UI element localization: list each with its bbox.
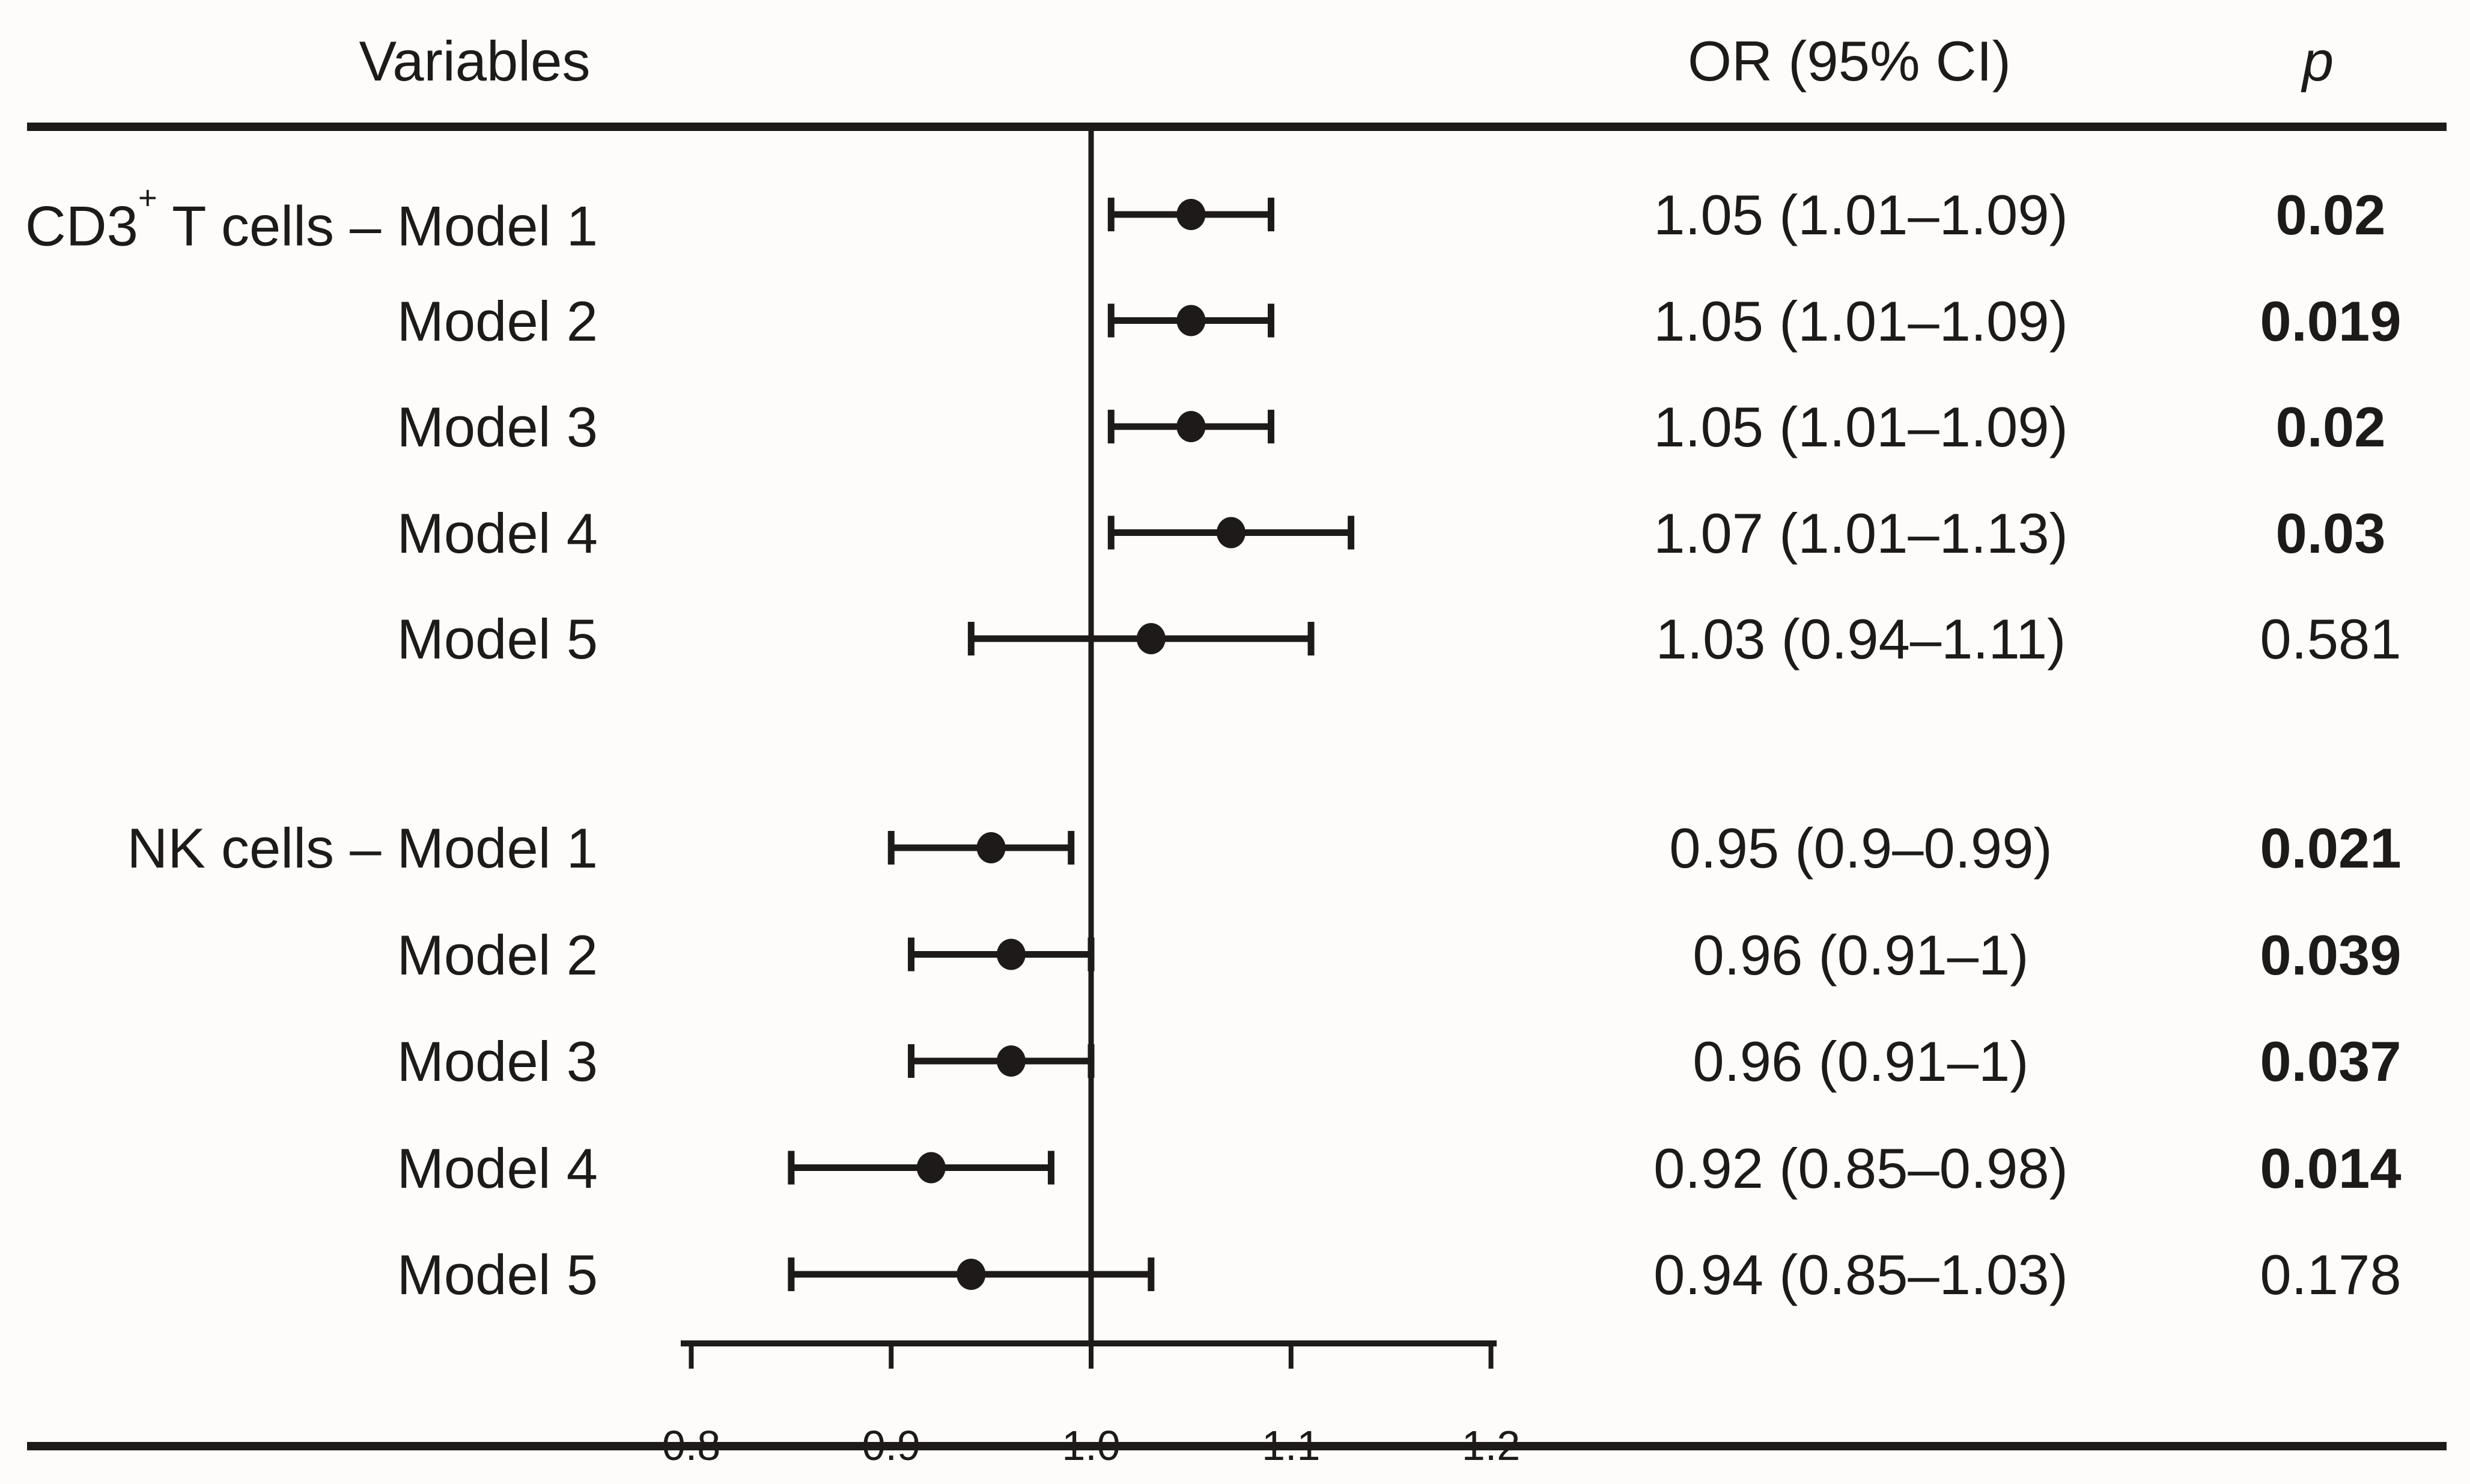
row-label: Model 4 bbox=[397, 1136, 598, 1200]
point-estimate-marker bbox=[957, 1259, 986, 1290]
or-ci-value: 0.96 (0.91–1) bbox=[1693, 1030, 2029, 1093]
point-estimate-marker bbox=[1176, 411, 1206, 442]
or-ci-value: 1.05 (1.01–1.09) bbox=[1653, 183, 2068, 246]
p-value: 0.02 bbox=[2275, 395, 2386, 458]
tick-label: 0.9 bbox=[862, 1422, 920, 1469]
point-estimate-marker bbox=[996, 938, 1026, 970]
or-ci-value: 0.92 (0.85–0.98) bbox=[1653, 1136, 2068, 1200]
p-value: 0.039 bbox=[2260, 923, 2402, 987]
p-value: 0.037 bbox=[2260, 1030, 2402, 1093]
p-value: 0.021 bbox=[2260, 817, 2402, 880]
p-value: 0.03 bbox=[2275, 501, 2386, 565]
p-value: 0.019 bbox=[2260, 289, 2402, 353]
row-label: Model 5 bbox=[397, 607, 598, 671]
tick-label: 0.8 bbox=[662, 1422, 720, 1469]
row-label: Model 5 bbox=[397, 1243, 598, 1306]
bottom-rule bbox=[27, 1442, 2447, 1450]
row-label: CD3+ T cells – Model 1 bbox=[25, 179, 598, 258]
point-estimate-marker bbox=[976, 832, 1006, 863]
or-ci-value: 1.07 (1.01–1.13) bbox=[1653, 501, 2068, 565]
or-ci-value: 1.05 (1.01–1.09) bbox=[1653, 289, 2068, 353]
tick-label: 1.1 bbox=[1262, 1422, 1320, 1469]
p-value: 0.178 bbox=[2260, 1243, 2402, 1306]
point-estimate-marker bbox=[1136, 623, 1166, 654]
or-ci-value: 1.05 (1.01–1.09) bbox=[1653, 395, 2068, 458]
top-rule bbox=[27, 123, 2447, 131]
or-ci-value: 0.96 (0.91–1) bbox=[1693, 923, 2029, 987]
tick-label: 1.2 bbox=[1462, 1422, 1520, 1469]
point-estimate-marker bbox=[1216, 517, 1246, 549]
variables-column-header: Variables bbox=[359, 29, 591, 93]
p-column-header: p bbox=[2302, 29, 2334, 93]
p-value: 0.581 bbox=[2260, 607, 2402, 671]
point-estimate-marker bbox=[916, 1152, 946, 1184]
or-ci-column-header: OR (95% CI) bbox=[1688, 29, 2011, 93]
tick-label: 1.0 bbox=[1062, 1422, 1120, 1469]
p-value: 0.014 bbox=[2260, 1136, 2402, 1200]
or-ci-value: 0.94 (0.85–1.03) bbox=[1653, 1243, 2068, 1306]
row-label: Model 3 bbox=[397, 395, 598, 458]
row-label: Model 2 bbox=[397, 923, 598, 987]
row-label: Model 4 bbox=[397, 501, 598, 565]
p-value: 0.02 bbox=[2275, 183, 2386, 246]
or-ci-value: 0.95 (0.9–0.99) bbox=[1669, 817, 2052, 880]
point-estimate-marker bbox=[1176, 199, 1206, 230]
row-label: Model 3 bbox=[397, 1030, 598, 1093]
point-estimate-marker bbox=[1176, 305, 1206, 336]
row-label: NK cells – Model 1 bbox=[127, 817, 598, 880]
point-estimate-marker bbox=[996, 1045, 1026, 1077]
row-label: Model 2 bbox=[397, 289, 598, 353]
or-ci-value: 1.03 (0.94–1.11) bbox=[1655, 607, 2066, 671]
